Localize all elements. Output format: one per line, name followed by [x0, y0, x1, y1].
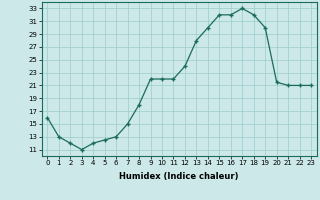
X-axis label: Humidex (Indice chaleur): Humidex (Indice chaleur) [119, 172, 239, 181]
